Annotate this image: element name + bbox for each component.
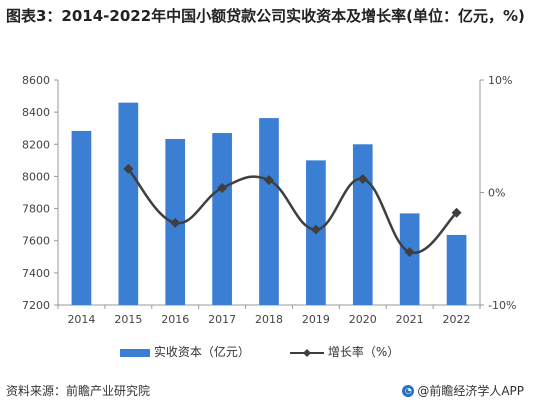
left-tick-label: 8000 — [22, 170, 50, 183]
x-tick-label: 2017 — [208, 313, 236, 326]
legend-bar-swatch — [120, 348, 150, 357]
growth-rate-line — [127, 168, 458, 255]
x-tick-label: 2020 — [349, 313, 377, 326]
bars-group — [71, 102, 467, 306]
legend-bar-label: 实收资本（亿元） — [153, 345, 250, 359]
left-tick-label: 7200 — [22, 299, 50, 312]
legend-line-swatch — [290, 348, 324, 357]
x-tick-label: 2019 — [302, 313, 330, 326]
right-tick-label: -10% — [488, 299, 516, 312]
brand-credit: ◔ @前瞻经济学人APP — [402, 382, 524, 399]
right-tick-label: 10% — [488, 74, 512, 87]
chart-title: 图表3：2014-2022年中国小额贷款公司实收资本及增长率(单位：亿元，%) — [6, 7, 525, 25]
left-tick-label: 7800 — [22, 203, 50, 216]
growth-rate-point — [451, 207, 462, 218]
left-tick-label: 8400 — [22, 106, 50, 119]
bar-2020 — [352, 144, 373, 305]
x-tick-label: 2021 — [396, 313, 424, 326]
x-tick-label: 2016 — [161, 313, 189, 326]
bar-2014 — [71, 130, 92, 305]
y-axis-labels: 7200 7400 7600 7800 8000 8200 8400 8600 -10% 0% 10… — [22, 74, 516, 312]
legend-line-label: 增长率（%） — [327, 345, 400, 359]
left-tick-label: 7400 — [22, 267, 50, 280]
legend-line-item: 增长率（%） — [290, 343, 399, 360]
x-tick-label: 2014 — [67, 313, 95, 326]
x-tick-label: 2022 — [443, 313, 471, 326]
left-tick-label: 8600 — [22, 74, 50, 87]
x-tick-label: 2015 — [114, 313, 142, 326]
bar-2015 — [118, 102, 139, 306]
growth-rate-point — [264, 175, 274, 186]
growth-rate-point — [404, 247, 415, 258]
growth-rate-point — [170, 217, 181, 228]
bar-2017 — [212, 133, 232, 305]
left-tick-label: 8200 — [22, 138, 50, 151]
legend-bar-item: 实收资本（亿元） — [120, 343, 250, 360]
growth-rate-point — [217, 183, 228, 193]
x-axis-labels: 2014 2015 2016 2017 2018 2019 2020 2021 2022 — [67, 313, 470, 326]
right-tick-label: 0% — [488, 187, 505, 200]
line-group — [123, 163, 462, 258]
growth-rate-point — [123, 163, 134, 174]
source-text: 资料来源：前瞻产业研究院 — [6, 384, 151, 398]
bar-2021 — [399, 213, 420, 305]
bar-2018 — [259, 118, 279, 305]
brand-logo-icon: ◔ — [402, 384, 415, 397]
x-tick-label: 2018 — [255, 313, 283, 326]
left-tick-label: 7600 — [22, 235, 50, 248]
brand-text: @前瞻经济学人APP — [417, 384, 524, 398]
growth-rate-point — [310, 224, 321, 235]
growth-rate-point — [357, 174, 368, 184]
bar-2022 — [446, 234, 467, 305]
